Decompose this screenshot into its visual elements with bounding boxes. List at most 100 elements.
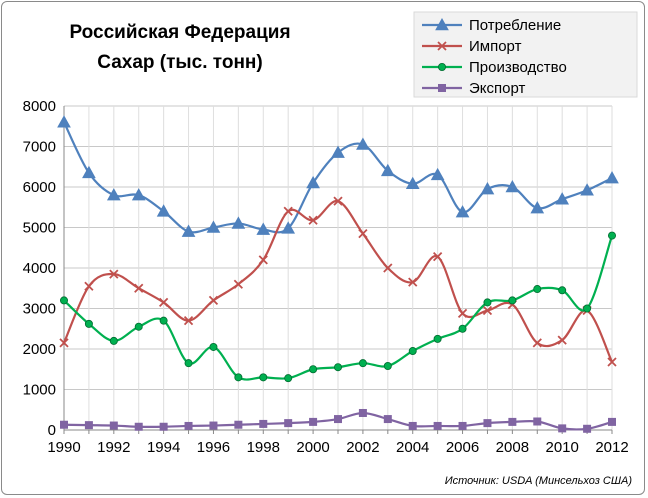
series-1-point-2002 — [356, 137, 370, 150]
legend-entry-2: Импорт — [422, 38, 522, 55]
series-2-point-2002 — [358, 228, 368, 239]
series-3-point-1995 — [184, 359, 193, 368]
legend-entry-4: Экспорт — [422, 80, 525, 97]
series-1-point-1998 — [256, 222, 271, 235]
x-tick-label-2002: 2002 — [346, 439, 379, 456]
series-3-point-1999 — [284, 374, 293, 383]
x-tick-label-2004: 2004 — [396, 439, 429, 456]
chart-subtitle: Сахар (тыс. тонн) — [97, 52, 262, 73]
series-3-point-2009 — [533, 285, 542, 294]
series-4-point-1996 — [209, 421, 218, 430]
series-4-point-1997 — [234, 420, 243, 429]
y-tick-label-1000: 1000 — [23, 382, 56, 399]
x-tick-label-2008: 2008 — [496, 439, 529, 456]
series-3-point-1990 — [60, 296, 69, 305]
legend-entry-3-label: Производство — [469, 59, 567, 76]
series-4-point-2001 — [334, 415, 342, 424]
series-1-point-2003 — [380, 163, 395, 177]
series-4-point-1998 — [259, 419, 268, 428]
legend-entry-1: Потребление — [422, 17, 561, 34]
series-4-point-1992 — [109, 421, 118, 430]
series-3-point-2003 — [383, 362, 392, 371]
series-4 — [60, 408, 616, 433]
series-2-point-2001 — [333, 196, 343, 206]
series-2-point-1998 — [258, 255, 268, 265]
y-tick-label-2000: 2000 — [23, 341, 56, 358]
series-1-point-1993 — [131, 188, 146, 201]
series-1-point-2004 — [405, 176, 420, 190]
series-2-point-2012 — [607, 357, 617, 367]
series-2-point-1991 — [84, 281, 94, 291]
x-tick-label-1992: 1992 — [97, 439, 130, 456]
series-1-point-1990 — [57, 115, 71, 128]
series-2-point-1997 — [233, 279, 244, 289]
series-3-point-2012 — [608, 231, 617, 240]
series-2-point-1999 — [283, 206, 293, 216]
series-2-point-1994 — [158, 297, 169, 308]
x-tick-label-1996: 1996 — [197, 439, 230, 456]
series-4-point-2009 — [533, 417, 542, 426]
series-4-point-2000 — [309, 417, 318, 426]
legend-entry-1-marker — [435, 17, 449, 31]
series-1-point-2010 — [555, 192, 570, 205]
series-2-point-2003 — [383, 263, 393, 273]
series-4-point-2008 — [508, 417, 517, 426]
y-tick-label-0: 0 — [48, 422, 56, 439]
y-tick-label-8000: 8000 — [23, 98, 56, 115]
x-tick-label-2006: 2006 — [446, 439, 479, 456]
series-2-point-2007 — [482, 305, 493, 316]
y-tick-label-3000: 3000 — [23, 301, 56, 318]
series-4-point-2007 — [483, 419, 492, 428]
series-4-point-1999 — [284, 419, 293, 428]
x-tick-label-1994: 1994 — [147, 439, 180, 456]
series-2 — [59, 196, 617, 367]
series-4-point-1994 — [159, 422, 168, 431]
series-1-point-2008 — [505, 179, 520, 193]
series-3-point-2001 — [333, 363, 342, 372]
series-2-point-2000 — [308, 215, 318, 225]
legend-entry-4-label: Экспорт — [469, 80, 525, 97]
series-1-point-2001 — [331, 145, 345, 158]
series-1-point-2009 — [530, 201, 545, 214]
series-1 — [57, 115, 619, 237]
series-3-point-1993 — [134, 322, 143, 331]
series-1-point-2000 — [306, 175, 320, 189]
x-tick-label-2010: 2010 — [545, 439, 578, 456]
series-4-point-2004 — [408, 421, 417, 430]
series-3-point-2005 — [433, 334, 442, 343]
series-1-point-1999 — [281, 221, 296, 234]
legend: Потребление Импорт Производство Экспорт — [413, 11, 638, 98]
chart-title: Российская Федерация — [69, 22, 290, 43]
series-3-point-2010 — [558, 286, 567, 295]
legend-entry-3: Производство — [422, 59, 567, 76]
series-1-point-2005 — [430, 167, 445, 181]
series-4-point-2003 — [383, 415, 392, 424]
series-1-point-1992 — [106, 188, 121, 201]
series-4-point-2010 — [558, 424, 567, 433]
x-tick-label-1990: 1990 — [47, 439, 80, 456]
series-4-point-1991 — [84, 421, 93, 430]
series-3-point-2008 — [508, 296, 517, 305]
series-2-point-2004 — [408, 277, 418, 287]
legend-entry-1-label: Потребление — [469, 17, 561, 34]
series-1-point-2007 — [480, 181, 495, 195]
series-1-point-2011 — [580, 183, 594, 196]
series-3-point-1997 — [234, 373, 243, 382]
series-4-point-2006 — [458, 421, 467, 430]
x-tick-label-2000: 2000 — [296, 439, 329, 456]
plot-area: 0 1000 2000 3000 4000 5000 6000 7000 8000 1990 199… — [23, 98, 629, 456]
series-3-point-2002 — [358, 359, 367, 368]
series-3-point-1998 — [259, 373, 268, 382]
series-3-point-1992 — [109, 336, 118, 345]
series-3-point-2011 — [583, 304, 592, 313]
legend-box — [413, 11, 638, 98]
series-2-point-2009 — [532, 338, 542, 348]
legend-entry-2-label: Импорт — [469, 38, 522, 55]
series-3-point-1991 — [84, 319, 93, 328]
series-4-point-1995 — [184, 421, 193, 430]
series-1-point-1996 — [206, 220, 221, 233]
series-3-point-2006 — [458, 324, 467, 333]
series-1-point-2006 — [455, 205, 470, 218]
series-1-point-1997 — [231, 216, 246, 229]
y-tick-label-6000: 6000 — [23, 179, 56, 196]
